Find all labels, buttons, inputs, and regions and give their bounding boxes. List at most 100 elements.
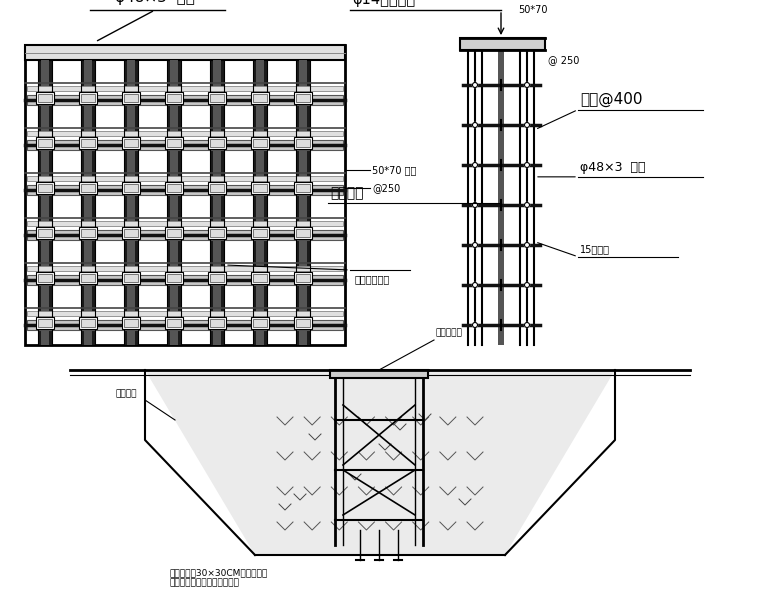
Bar	[165, 137, 183, 149]
Bar	[36, 92, 54, 104]
Circle shape	[473, 82, 477, 88]
Bar	[165, 317, 183, 329]
Bar	[251, 272, 269, 284]
Bar	[330, 370, 428, 378]
Bar	[296, 274, 310, 282]
Bar	[25, 45, 345, 60]
Bar	[27, 140, 343, 150]
Circle shape	[524, 82, 530, 88]
Bar	[36, 317, 54, 329]
Bar	[25, 45, 345, 345]
Bar	[213, 60, 221, 345]
Bar	[122, 92, 140, 104]
Bar	[208, 317, 226, 329]
Bar	[38, 139, 52, 147]
Bar	[38, 319, 52, 327]
Bar	[294, 92, 312, 104]
Bar	[124, 60, 138, 345]
Bar	[79, 317, 97, 329]
Bar	[38, 94, 52, 102]
Bar	[124, 229, 138, 237]
Bar	[36, 182, 54, 194]
Circle shape	[473, 122, 477, 127]
Bar	[27, 221, 343, 226]
Circle shape	[524, 283, 530, 287]
Circle shape	[473, 323, 477, 328]
Bar	[251, 92, 269, 104]
Bar	[27, 95, 343, 105]
Bar	[38, 229, 52, 237]
Bar	[208, 92, 226, 104]
Bar	[296, 60, 310, 345]
Circle shape	[524, 323, 530, 328]
Bar	[208, 182, 226, 194]
Text: 50*70 木方: 50*70 木方	[372, 165, 416, 175]
Bar	[81, 94, 95, 102]
Text: 在柱山上备30×30CM的透气水层: 在柱山上备30×30CM的透气水层	[170, 568, 268, 577]
Bar	[27, 131, 343, 136]
Bar	[210, 229, 224, 237]
Bar	[208, 272, 226, 284]
Bar	[41, 60, 49, 345]
Bar	[79, 182, 97, 194]
Bar	[122, 182, 140, 194]
Bar	[167, 229, 181, 237]
Bar	[253, 184, 267, 192]
Text: 15厘模板: 15厘模板	[580, 244, 610, 254]
Bar	[170, 60, 178, 345]
Bar	[81, 60, 95, 345]
Bar	[253, 319, 267, 327]
Bar	[81, 184, 95, 192]
Bar	[81, 319, 95, 327]
Bar	[294, 317, 312, 329]
Bar	[210, 184, 224, 192]
Text: @250: @250	[372, 183, 401, 193]
Bar	[294, 182, 312, 194]
Bar	[165, 182, 183, 194]
Bar	[124, 274, 138, 282]
Bar	[122, 227, 140, 239]
Bar	[165, 227, 183, 239]
Bar	[79, 92, 97, 104]
Bar	[27, 86, 343, 91]
Bar	[251, 137, 269, 149]
Bar	[208, 227, 226, 239]
Bar	[251, 317, 269, 329]
Bar	[27, 311, 343, 316]
Text: 50*70: 50*70	[518, 5, 547, 15]
Text: 土防水防: 土防水防	[115, 389, 137, 398]
Text: 盖坑简管撞: 盖坑简管撞	[436, 328, 463, 337]
Bar	[253, 139, 267, 147]
Bar	[296, 139, 310, 147]
Bar	[38, 60, 52, 345]
Bar	[208, 137, 226, 149]
Bar	[294, 227, 312, 239]
Bar	[498, 50, 504, 345]
Bar	[27, 185, 343, 195]
Bar	[165, 92, 183, 104]
Bar	[36, 272, 54, 284]
Bar	[81, 274, 95, 282]
Text: 轮扣式脚手架: 轮扣式脚手架	[355, 274, 390, 284]
Bar	[210, 139, 224, 147]
Circle shape	[524, 202, 530, 208]
Bar	[27, 176, 343, 181]
Bar	[36, 227, 54, 239]
Bar	[294, 272, 312, 284]
Circle shape	[473, 202, 477, 208]
Circle shape	[473, 283, 477, 287]
Bar	[127, 60, 135, 345]
Bar	[299, 60, 307, 345]
Bar	[253, 274, 267, 282]
Bar	[210, 94, 224, 102]
Bar	[253, 94, 267, 102]
Circle shape	[473, 242, 477, 247]
Bar	[296, 229, 310, 237]
Text: φ14止水螺杆: φ14止水螺杆	[352, 0, 415, 7]
Bar	[38, 184, 52, 192]
Bar	[256, 60, 264, 345]
Bar	[27, 230, 343, 240]
Bar	[124, 139, 138, 147]
Circle shape	[524, 242, 530, 247]
Bar	[124, 184, 138, 192]
